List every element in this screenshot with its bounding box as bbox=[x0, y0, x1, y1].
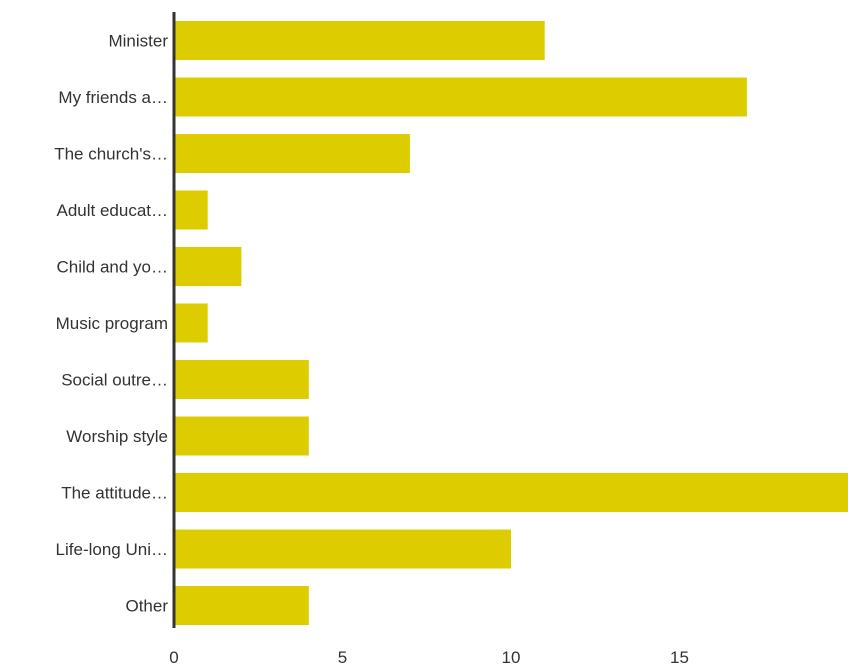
bar-2 bbox=[174, 134, 410, 173]
category-label: Adult educat… bbox=[56, 201, 168, 220]
bar-0 bbox=[174, 21, 545, 60]
bar-8 bbox=[174, 473, 848, 512]
category-label: Other bbox=[125, 597, 168, 616]
bar-10 bbox=[174, 586, 309, 625]
x-tick-label: 15 bbox=[670, 648, 689, 664]
category-label: The church's… bbox=[54, 145, 168, 164]
category-label: Life-long Uni… bbox=[56, 540, 168, 559]
bar-3 bbox=[174, 190, 208, 230]
bar-9 bbox=[174, 529, 511, 569]
category-label: Worship style bbox=[66, 427, 168, 446]
bar-4 bbox=[174, 247, 242, 286]
category-label: Social outre… bbox=[61, 371, 168, 390]
bars-group bbox=[174, 21, 848, 625]
x-tick-label: 0 bbox=[169, 648, 178, 664]
category-label: Child and yo… bbox=[56, 258, 168, 277]
category-label: Music program bbox=[56, 314, 168, 333]
bar-6 bbox=[174, 360, 309, 399]
x-tick-label: 10 bbox=[502, 648, 521, 664]
bar-1 bbox=[174, 77, 747, 117]
x-tick-label: 5 bbox=[338, 648, 347, 664]
category-labels-group: Minister My friends a… The church's… Adult … bbox=[54, 32, 168, 616]
bar-5 bbox=[174, 303, 208, 343]
bar-7 bbox=[174, 416, 309, 456]
x-tick-labels-group: 0 5 10 15 bbox=[169, 648, 689, 664]
category-label: My friends a… bbox=[58, 88, 168, 107]
category-label: The attitude… bbox=[61, 484, 168, 503]
category-label: Minister bbox=[108, 32, 168, 51]
